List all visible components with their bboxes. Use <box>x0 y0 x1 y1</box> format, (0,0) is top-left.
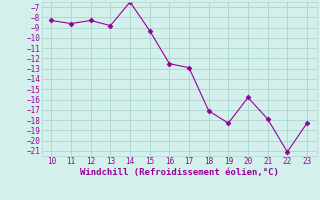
X-axis label: Windchill (Refroidissement éolien,°C): Windchill (Refroidissement éolien,°C) <box>80 168 279 177</box>
